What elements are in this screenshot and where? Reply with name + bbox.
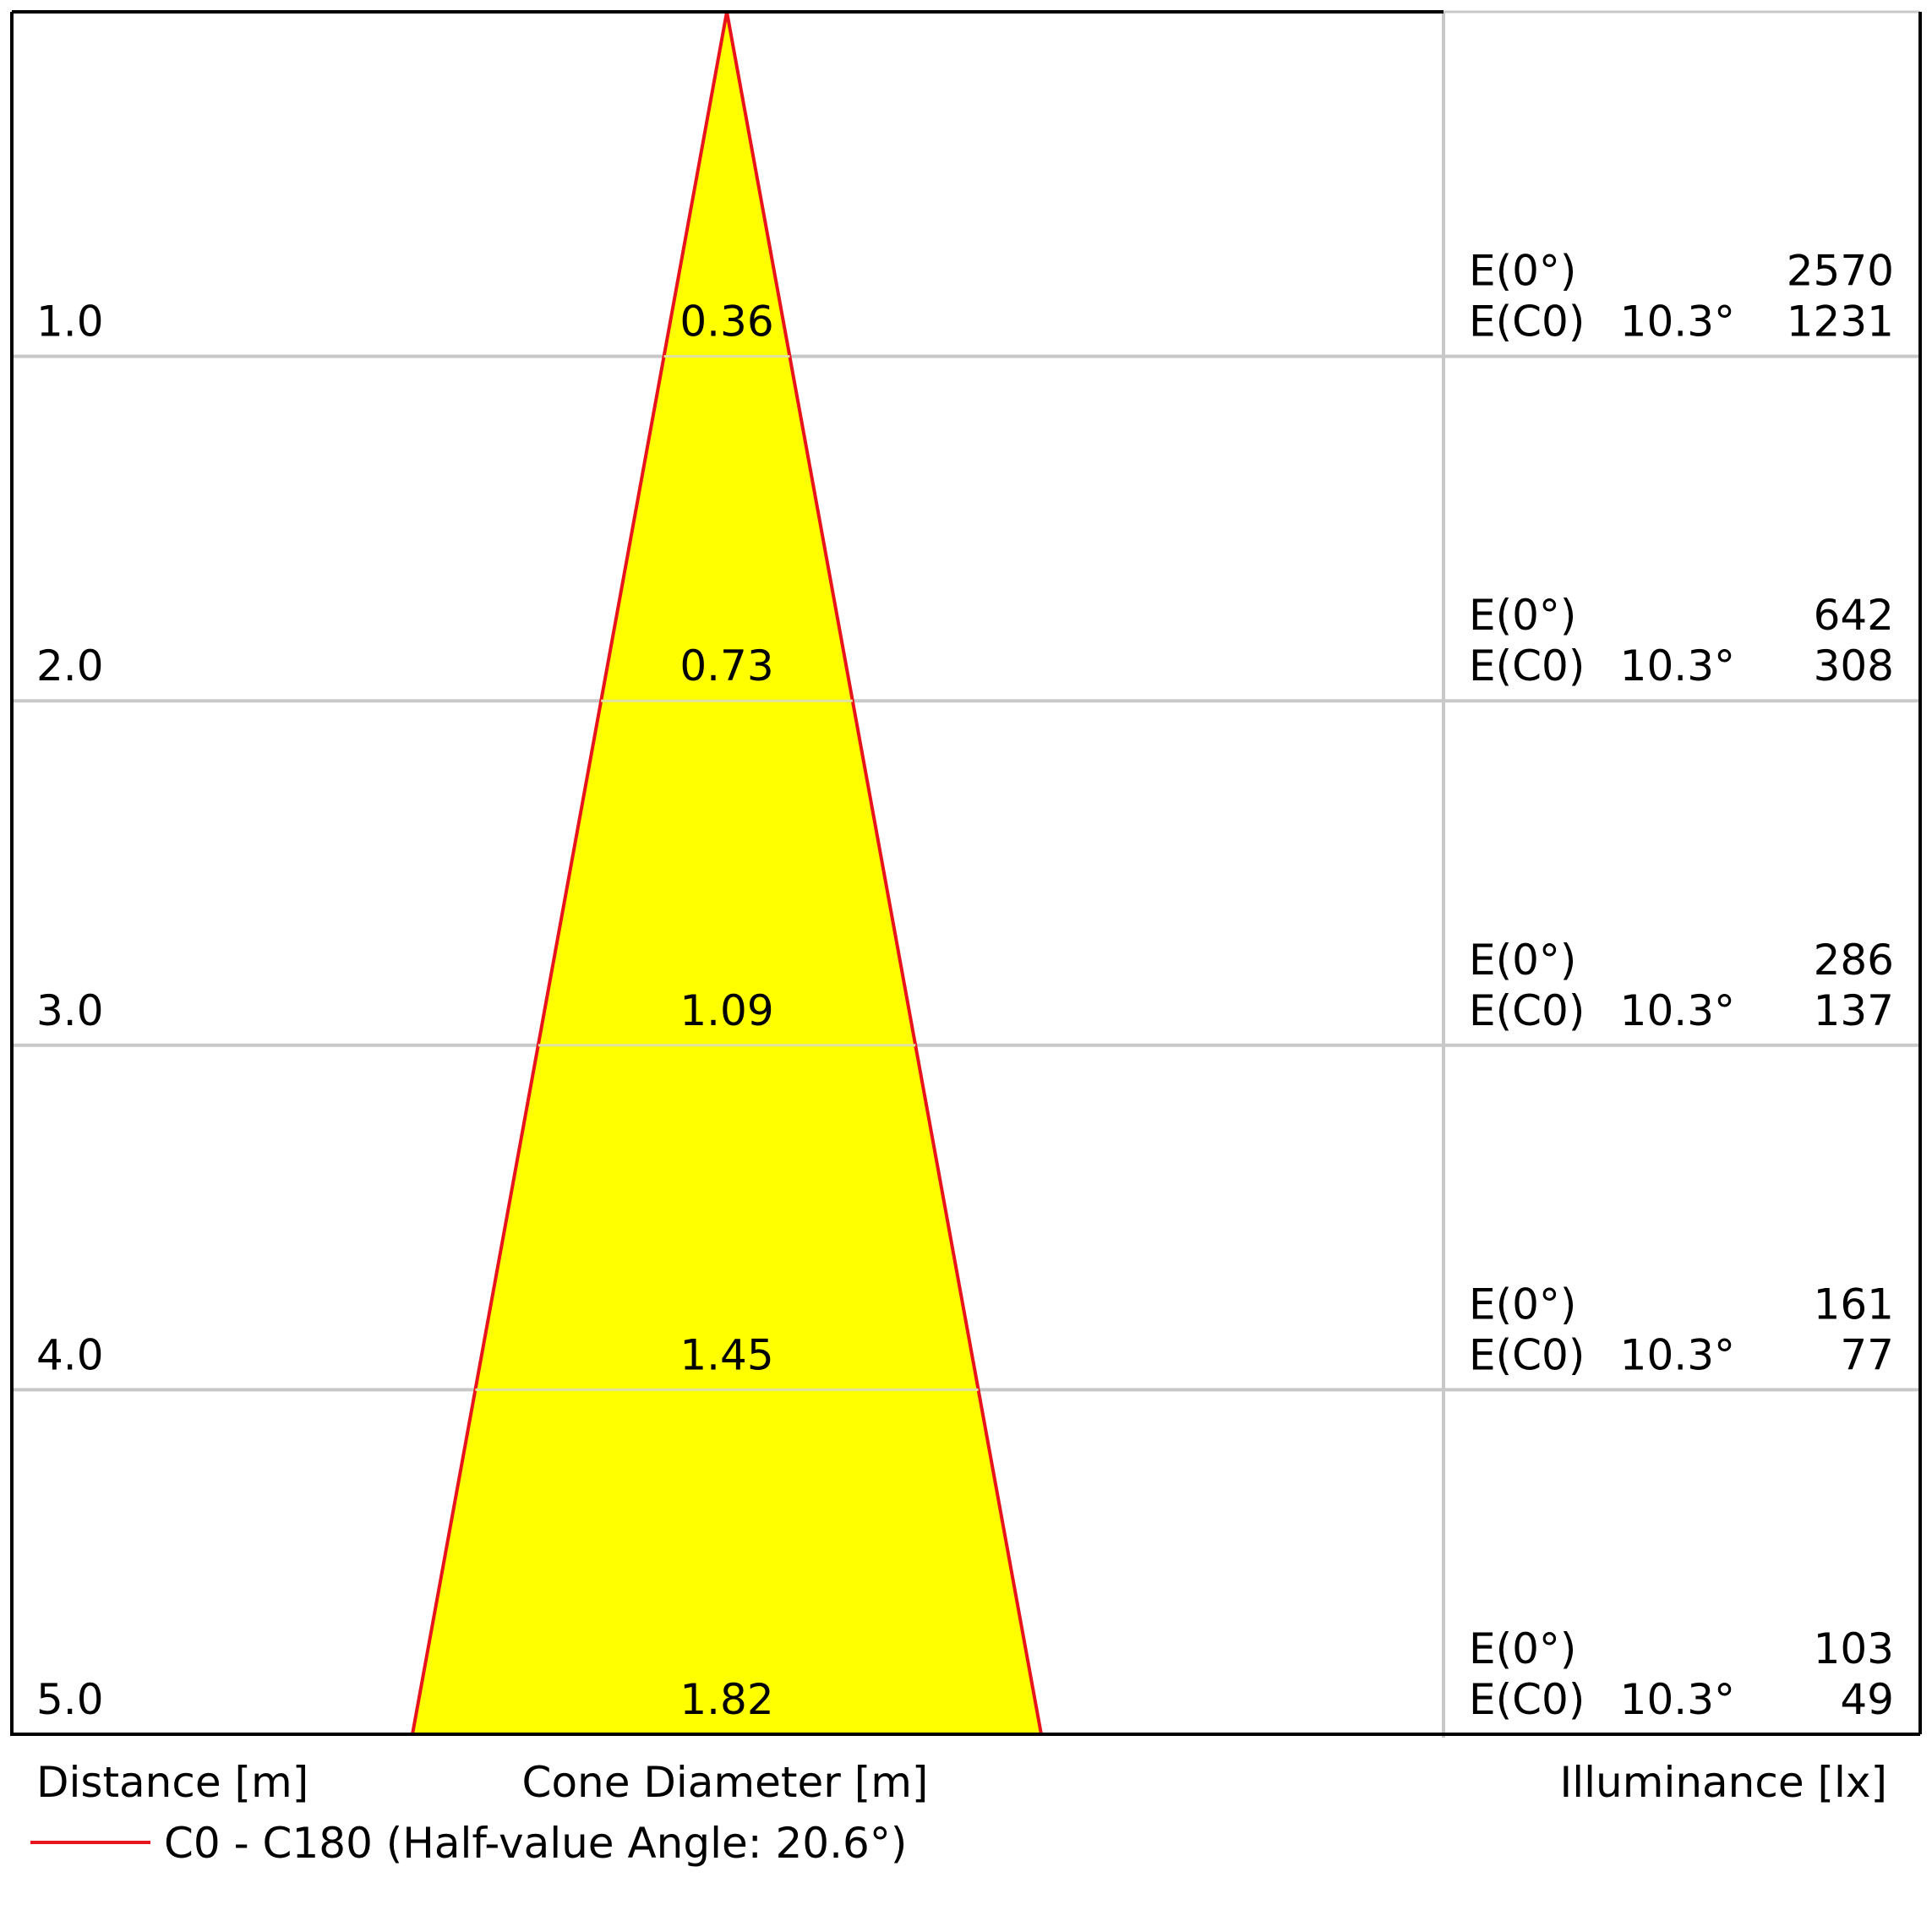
- illuminance-ec-value: 77: [1840, 1330, 1894, 1379]
- illuminance-ec-label: E(C0): [1469, 1675, 1585, 1724]
- distance-tick-label: 3.0: [36, 986, 104, 1035]
- illuminance-angle: 10.3°: [1620, 986, 1735, 1035]
- cone-diameter-axis-label: Cone Diameter [m]: [522, 1758, 929, 1807]
- illuminance-ec-label: E(C0): [1469, 641, 1585, 690]
- distance-tick-label: 1.0: [36, 297, 104, 347]
- illuminance-ec-value: 49: [1840, 1675, 1894, 1724]
- cone-diameter-label: 1.09: [679, 986, 773, 1035]
- chart-labels: 1.0 0.36 E(0°) 2570 E(C0) 10.3° 1231 2.0 0.73 E(0…: [36, 247, 1894, 1724]
- illuminance-axis-label: Illuminance [lx]: [1560, 1758, 1887, 1807]
- distance-tick-label: 2.0: [36, 641, 104, 690]
- cone-diameter-label: 0.73: [679, 641, 773, 690]
- illuminance-e0-value: 103: [1814, 1624, 1894, 1673]
- cone-diameter-label: 0.36: [679, 297, 773, 347]
- distance-tick-label: 5.0: [36, 1675, 104, 1724]
- chart-frame: [10, 10, 1922, 1736]
- light-cone: [410, 11, 1044, 1736]
- illuminance-ec-value: 137: [1814, 986, 1894, 1035]
- illuminance-e0-label: E(0°): [1469, 1280, 1576, 1329]
- illuminance-e0-label: E(0°): [1469, 936, 1576, 985]
- grid-lines: [12, 12, 1920, 1738]
- distance-tick-label: 4.0: [36, 1330, 104, 1379]
- illuminance-ec-label: E(C0): [1469, 297, 1585, 347]
- illuminance-ec-value: 1231: [1787, 297, 1894, 347]
- cone-diameter-label: 1.82: [679, 1675, 773, 1724]
- illuminance-angle: 10.3°: [1620, 1675, 1735, 1724]
- illuminance-e0-value: 286: [1814, 936, 1894, 985]
- illuminance-e0-label: E(0°): [1469, 591, 1576, 640]
- illuminance-e0-value: 642: [1814, 591, 1894, 640]
- legend-label: C0 - C180 (Half-value Angle: 20.6°): [164, 1819, 907, 1868]
- cone-diameter-label: 1.45: [679, 1330, 773, 1379]
- illuminance-ec-label: E(C0): [1469, 986, 1585, 1035]
- illuminance-angle: 10.3°: [1620, 297, 1735, 347]
- illuminance-angle: 10.3°: [1620, 641, 1735, 690]
- illuminance-angle: 10.3°: [1620, 1330, 1735, 1379]
- illuminance-ec-value: 308: [1814, 641, 1894, 690]
- illuminance-ec-label: E(C0): [1469, 1330, 1585, 1379]
- illuminance-e0-value: 2570: [1787, 247, 1894, 296]
- illuminance-e0-label: E(0°): [1469, 1624, 1576, 1673]
- cone-diameter-lines: [475, 355, 979, 1391]
- illuminance-e0-value: 161: [1814, 1280, 1894, 1329]
- distance-axis-label: Distance [m]: [36, 1758, 308, 1807]
- illuminance-e0-label: E(0°): [1469, 247, 1576, 296]
